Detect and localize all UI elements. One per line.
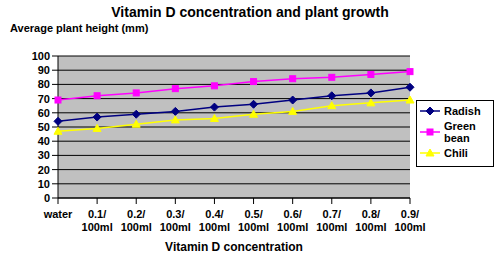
svg-text:0.5/100ml: 0.5/100ml — [238, 208, 269, 233]
svg-text:0.8/100ml: 0.8/100ml — [355, 208, 386, 233]
svg-text:water: water — [43, 208, 73, 220]
html-text:Vitamin D concentration and pl: Vitamin D concentration and plant growth — [111, 4, 389, 20]
html-text:Green bean: Green bean — [444, 120, 476, 144]
svg-text:100: 100 — [32, 50, 50, 62]
html-text:Vitamin D concentration: Vitamin D concentration — [165, 240, 303, 254]
html-text:Chili: Chili — [444, 147, 468, 159]
svg-text:0.9/100ml: 0.9/100ml — [394, 208, 425, 233]
svg-text:20: 20 — [38, 164, 50, 176]
svg-text:50: 50 — [38, 121, 50, 133]
svg-text:0: 0 — [44, 192, 50, 204]
svg-text:0.6/100ml: 0.6/100ml — [277, 208, 308, 233]
svg-text:0.7/100ml: 0.7/100ml — [316, 208, 347, 233]
svg-text:90: 90 — [38, 64, 50, 76]
html-text:Radish: Radish — [444, 105, 481, 117]
svg-text:0.2/100ml: 0.2/100ml — [121, 208, 152, 233]
svg-text:10: 10 — [38, 178, 50, 190]
html-text:Average plant height (mm): Average plant height (mm) — [10, 22, 149, 34]
svg-text:60: 60 — [38, 107, 50, 119]
svg-text:0.1/100ml: 0.1/100ml — [82, 208, 113, 233]
svg-text:30: 30 — [38, 149, 50, 161]
svg-text:80: 80 — [38, 78, 50, 90]
svg-text:0.3/100ml: 0.3/100ml — [160, 208, 191, 233]
svg-text:70: 70 — [38, 93, 50, 105]
svg-text:0.4/100ml: 0.4/100ml — [199, 208, 230, 233]
svg-text:40: 40 — [38, 135, 50, 147]
